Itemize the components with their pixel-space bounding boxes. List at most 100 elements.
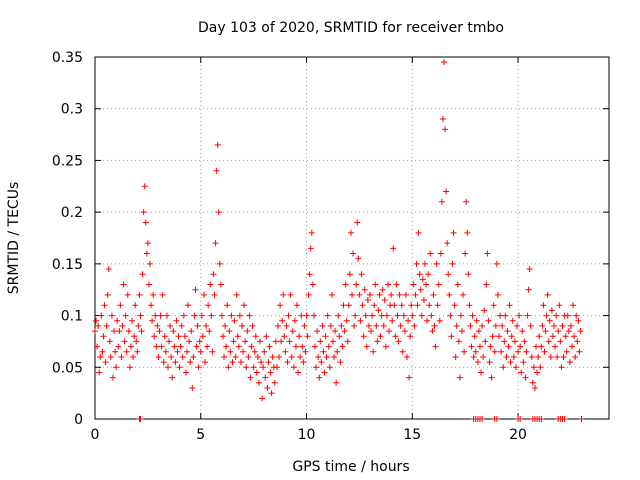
data-point xyxy=(343,317,350,324)
data-point xyxy=(328,291,335,298)
data-point xyxy=(483,281,490,288)
data-point xyxy=(518,369,525,376)
data-point xyxy=(182,369,189,376)
data-point xyxy=(189,384,196,391)
data-point xyxy=(493,260,500,267)
data-point xyxy=(455,338,462,345)
data-point xyxy=(142,219,149,226)
data-point xyxy=(417,286,424,293)
axis-ticks: 0 5 10 15 20 0 0.05 0.1 0.15 0.2 0.25 0.3 0.35 xyxy=(52,50,609,443)
data-point xyxy=(215,209,222,216)
y-tick-label: 0.25 xyxy=(52,153,83,169)
data-point xyxy=(527,322,534,329)
data-point xyxy=(376,291,383,298)
data-point xyxy=(144,240,151,247)
data-point xyxy=(213,167,220,174)
y-tick-label: 0.3 xyxy=(61,102,83,118)
data-point xyxy=(286,338,293,345)
data-point xyxy=(335,312,342,319)
data-point xyxy=(358,271,365,278)
data-point xyxy=(449,260,456,267)
data-point xyxy=(302,348,309,355)
data-point xyxy=(530,364,537,371)
data-point xyxy=(288,353,295,360)
data-point xyxy=(548,307,555,314)
data-point xyxy=(325,343,332,350)
data-point xyxy=(166,338,173,345)
data-point xyxy=(298,312,305,319)
data-point xyxy=(502,312,509,319)
data-point xyxy=(553,312,560,319)
data-point xyxy=(322,333,329,340)
data-point xyxy=(226,328,233,335)
data-point xyxy=(393,281,400,288)
data-point xyxy=(352,312,359,319)
data-point xyxy=(174,348,181,355)
data-point xyxy=(124,291,131,298)
data-point xyxy=(134,348,141,355)
data-point xyxy=(391,302,398,309)
data-point xyxy=(383,312,390,319)
data-point xyxy=(411,322,418,329)
data-point xyxy=(262,374,269,381)
data-point xyxy=(505,343,512,350)
data-point xyxy=(127,343,134,350)
data-point xyxy=(208,312,215,319)
data-point xyxy=(206,328,213,335)
data-point xyxy=(236,312,243,319)
data-point xyxy=(456,374,463,381)
data-point xyxy=(264,384,271,391)
data-point xyxy=(217,281,224,288)
data-point xyxy=(113,364,120,371)
data-point xyxy=(284,359,291,366)
data-point xyxy=(437,250,444,257)
data-point xyxy=(321,369,328,376)
data-point xyxy=(223,343,230,350)
data-point xyxy=(441,59,448,66)
data-point xyxy=(556,302,563,309)
data-point xyxy=(500,364,507,371)
data-point xyxy=(254,353,261,360)
data-point xyxy=(133,338,140,345)
data-point xyxy=(180,312,187,319)
data-point xyxy=(143,250,150,257)
data-point xyxy=(233,291,240,298)
data-point xyxy=(212,240,219,247)
data-point xyxy=(566,359,573,366)
data-point xyxy=(285,312,292,319)
data-point xyxy=(242,338,249,345)
data-point xyxy=(446,291,453,298)
data-point xyxy=(463,198,470,205)
data-point xyxy=(278,338,285,345)
data-point xyxy=(109,374,116,381)
data-point xyxy=(289,328,296,335)
data-point xyxy=(578,416,585,422)
data-point xyxy=(333,379,340,386)
data-point xyxy=(211,291,218,298)
data-point xyxy=(522,374,529,381)
data-point xyxy=(520,359,527,366)
data-point xyxy=(225,364,232,371)
data-point xyxy=(185,302,192,309)
data-point xyxy=(462,250,469,257)
data-point xyxy=(297,353,304,360)
data-point xyxy=(575,317,582,324)
data-point xyxy=(256,338,263,345)
data-point xyxy=(329,338,336,345)
data-point xyxy=(112,348,119,355)
data-point xyxy=(245,353,252,360)
data-point xyxy=(259,395,266,402)
data-point xyxy=(265,359,272,366)
data-point xyxy=(320,348,327,355)
data-point xyxy=(460,291,467,298)
data-point xyxy=(341,328,348,335)
data-point xyxy=(365,322,372,329)
data-point xyxy=(159,291,166,298)
data-point xyxy=(565,328,572,335)
data-point xyxy=(277,302,284,309)
data-point xyxy=(485,317,492,324)
data-point xyxy=(179,353,186,360)
data-point xyxy=(199,333,206,340)
data-point xyxy=(410,281,417,288)
